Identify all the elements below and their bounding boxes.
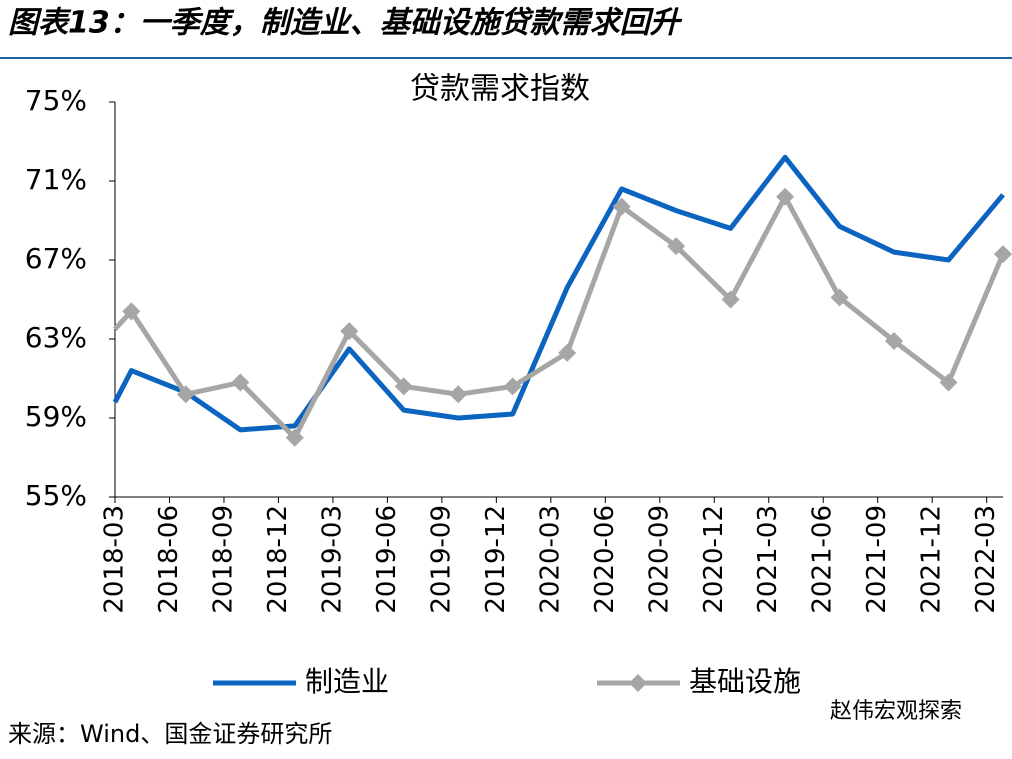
marker [340,322,359,341]
y-tick-label: 67% [25,242,87,275]
legend-marker [629,674,647,692]
legend-label: 基础设施 [689,665,801,698]
x-tick-label: 2021-03 [753,505,783,614]
x-tick-label: 2020-12 [699,505,729,614]
legend-label: 制造业 [305,665,389,698]
x-tick-label: 2019-12 [481,505,511,614]
x-tick-label: 2019-06 [372,505,402,614]
marker [830,288,849,307]
chart-title: 贷款需求指数 [410,72,590,107]
marker [449,385,468,404]
marker [612,197,631,216]
header-title: 图表13：一季度，制造业、基础设施贷款需求回升 [8,6,683,41]
marker [176,385,195,404]
marker [503,377,522,396]
x-tick-label: 2020-03 [535,505,565,614]
marker [394,377,413,396]
marker [558,343,577,362]
marker [285,428,304,447]
x-tick-label: 2022-03 [971,505,1001,614]
y-tick-label: 75% [25,84,87,117]
watermark: 赵伟宏观探索 [830,699,962,724]
x-tick-label: 2021-09 [862,505,892,614]
x-tick-label: 2018-06 [154,505,184,614]
marker [122,302,141,321]
y-tick-label: 63% [25,321,87,354]
x-tick-label: 2021-12 [917,505,947,614]
y-tick-label: 59% [25,400,87,433]
x-tick-label: 2019-09 [426,505,456,614]
y-tick-label: 55% [25,479,87,512]
marker [667,237,686,256]
y-tick-label: 71% [25,163,87,196]
x-tick-label: 2020-09 [644,505,674,614]
x-tick-label: 2021-06 [808,505,838,614]
marker [885,331,904,350]
source: 来源：Wind、国金证券研究所 [8,720,332,748]
marker [939,373,958,392]
marker [994,245,1012,264]
marker [231,373,250,392]
x-tick-label: 2018-12 [263,505,293,614]
marker [776,187,795,206]
x-tick-label: 2018-03 [100,505,130,614]
series-line [113,194,1006,441]
x-tick-label: 2020-06 [590,505,620,614]
x-tick-label: 2018-09 [208,505,238,614]
series-line [112,154,1005,433]
x-tick-label: 2019-03 [317,505,347,614]
marker [721,290,740,309]
